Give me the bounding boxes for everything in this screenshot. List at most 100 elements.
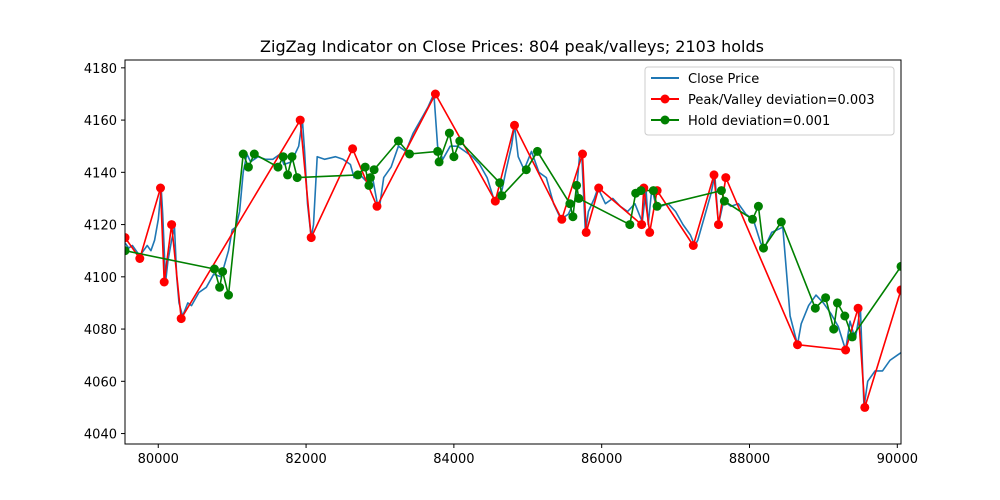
hold-marker [652,201,662,211]
peak-valley-marker [860,402,870,412]
hold-marker [125,246,130,256]
legend-hold-marker [660,115,670,125]
hold-marker [283,170,293,180]
hold-marker [449,152,459,162]
x-tick-label: 90000 [877,452,918,467]
hold-marker [365,173,375,183]
series-layer [125,89,901,412]
peak-valley-marker [156,183,165,193]
hold-marker [829,324,839,334]
peak-valley-marker [581,227,591,237]
hold-marker [832,298,842,308]
hold-marker [896,261,901,271]
hold-marker [759,243,768,253]
peak-valley-marker [645,227,655,237]
hold-marker [625,220,635,230]
legend: Close Price Peak/Valley deviation=0.003 … [644,66,895,136]
peak-valley-marker [896,285,901,295]
hold-marker [434,157,444,167]
y-tick-label: 4040 [84,428,117,443]
x-tick-label: 86000 [581,452,622,467]
legend-close-label: Close Price [688,72,759,87]
hold-marker [287,152,297,162]
y-tick-label: 4080 [84,323,117,338]
peak-valley-marker [688,241,698,250]
hold-marker [719,196,729,206]
peak-valley-marker [372,201,382,211]
peak-valley-marker [714,220,723,230]
peak-valley-marker [430,89,440,99]
hold-marker [249,149,259,159]
hold-marker [716,186,726,196]
peak-valley-marker [125,233,130,243]
hold-marker [364,180,374,190]
peak-valley-marker [348,144,358,154]
peak-valley-line [125,93,901,409]
hold-marker [776,217,786,227]
legend-hold-label: Hold deviation=0.001 [688,114,830,129]
hold-marker [565,199,575,209]
peak-valley-marker [159,277,169,287]
peak-valley-marker [490,196,500,206]
y-tick-label: 4180 [84,62,117,77]
y-tick-label: 4120 [84,219,117,234]
peak-valley-marker [176,314,186,324]
hold-marker [521,165,531,175]
hold-marker [636,186,646,196]
hold-marker [568,212,578,222]
y-tick-label: 4060 [84,375,117,390]
peak-valley-marker [578,149,587,159]
peak-valley-marker [167,220,177,230]
peak-valley-marker [510,120,519,130]
hold-marker [292,173,302,183]
hold-marker [455,136,465,146]
peak-valley-marker [594,183,604,193]
hold-marker [840,311,850,321]
hold-marker [238,149,248,159]
peak-valley-marker [709,170,719,180]
hold-marker [224,290,233,300]
y-tick-label: 4100 [84,271,117,286]
hold-marker [433,146,443,156]
legend-peak-marker [660,94,670,104]
x-tick-label: 80000 [138,452,179,467]
hold-marker [273,162,283,172]
hold-marker [532,146,542,156]
peak-valley-marker [135,254,145,263]
x-tick-label: 82000 [285,452,326,467]
hold-marker [847,332,857,342]
y-tick-label: 4140 [84,166,117,181]
x-tick-label: 88000 [729,452,770,467]
peak-valley-marker [557,214,567,224]
hold-marker [243,162,253,172]
peak-valley-marker [306,233,316,243]
peak-valley-marker [295,115,305,125]
hold-marker [278,152,288,162]
hold-marker [495,178,505,188]
hold-marker [648,186,658,196]
chart-title: ZigZag Indicator on Close Prices: 804 pe… [260,37,764,56]
legend-box [644,66,895,136]
hold-marker [497,191,507,201]
hold-marker [215,282,225,292]
peak-valley-marker [637,220,647,230]
hold-marker [753,201,763,211]
hold-marker [810,303,820,313]
legend-peak-label: Peak/Valley deviation=0.003 [688,93,875,108]
hold-marker [574,193,584,203]
hold-marker [393,136,403,146]
hold-marker [360,162,370,172]
hold-marker [209,264,219,274]
x-tick-label: 84000 [433,452,474,467]
peak-valley-marker [721,173,731,183]
peak-valley-marker [853,303,863,313]
axes-layer: 80000 82000 84000 86000 88000 90000 4040 4060 40… [84,62,918,467]
hold-marker [405,149,414,159]
peak-valley-marker [841,345,851,355]
peak-valley-marker [793,340,802,350]
hold-marker [353,170,363,180]
y-tick-label: 4160 [84,114,117,129]
hold-marker [748,214,757,224]
hold-marker [572,180,582,190]
